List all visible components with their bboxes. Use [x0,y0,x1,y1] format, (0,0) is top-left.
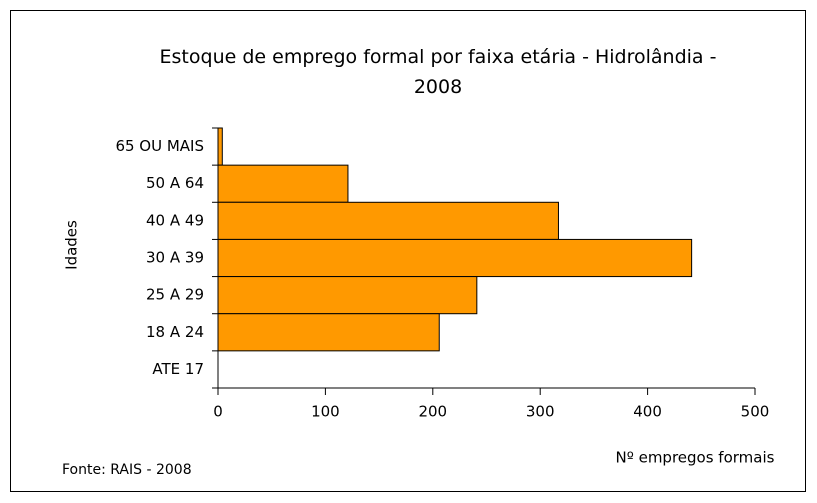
bar [217,127,223,166]
x-tick-label: 500 [741,403,770,421]
x-tick-label: 300 [526,403,555,421]
bar [217,276,478,315]
bar [217,164,349,203]
y-tick-label: 65 OU MAIS [115,137,204,155]
x-axis-label: Nº empregos formais [616,449,775,467]
y-tick-label: ATE 17 [152,360,204,378]
chart-title: Estoque de emprego formal por faixa etár… [159,46,717,98]
y-tick-label: 30 A 39 [146,249,204,267]
bar [217,201,559,240]
y-tick-label: 50 A 64 [146,174,204,192]
x-tick-label: 200 [418,403,447,421]
y-tick-label: 25 A 29 [146,286,204,304]
bar [217,238,693,278]
y-tick-label: 18 A 24 [146,323,204,341]
x-tick-label: 400 [633,403,662,421]
x-tick-label: 100 [311,403,340,421]
bar [217,313,440,352]
source: Fonte: RAIS - 2008 [62,462,192,478]
y-axis-label: Idades [63,220,81,270]
y-tick-label: 40 A 49 [146,211,204,229]
x-tick-label: 0 [213,403,223,421]
